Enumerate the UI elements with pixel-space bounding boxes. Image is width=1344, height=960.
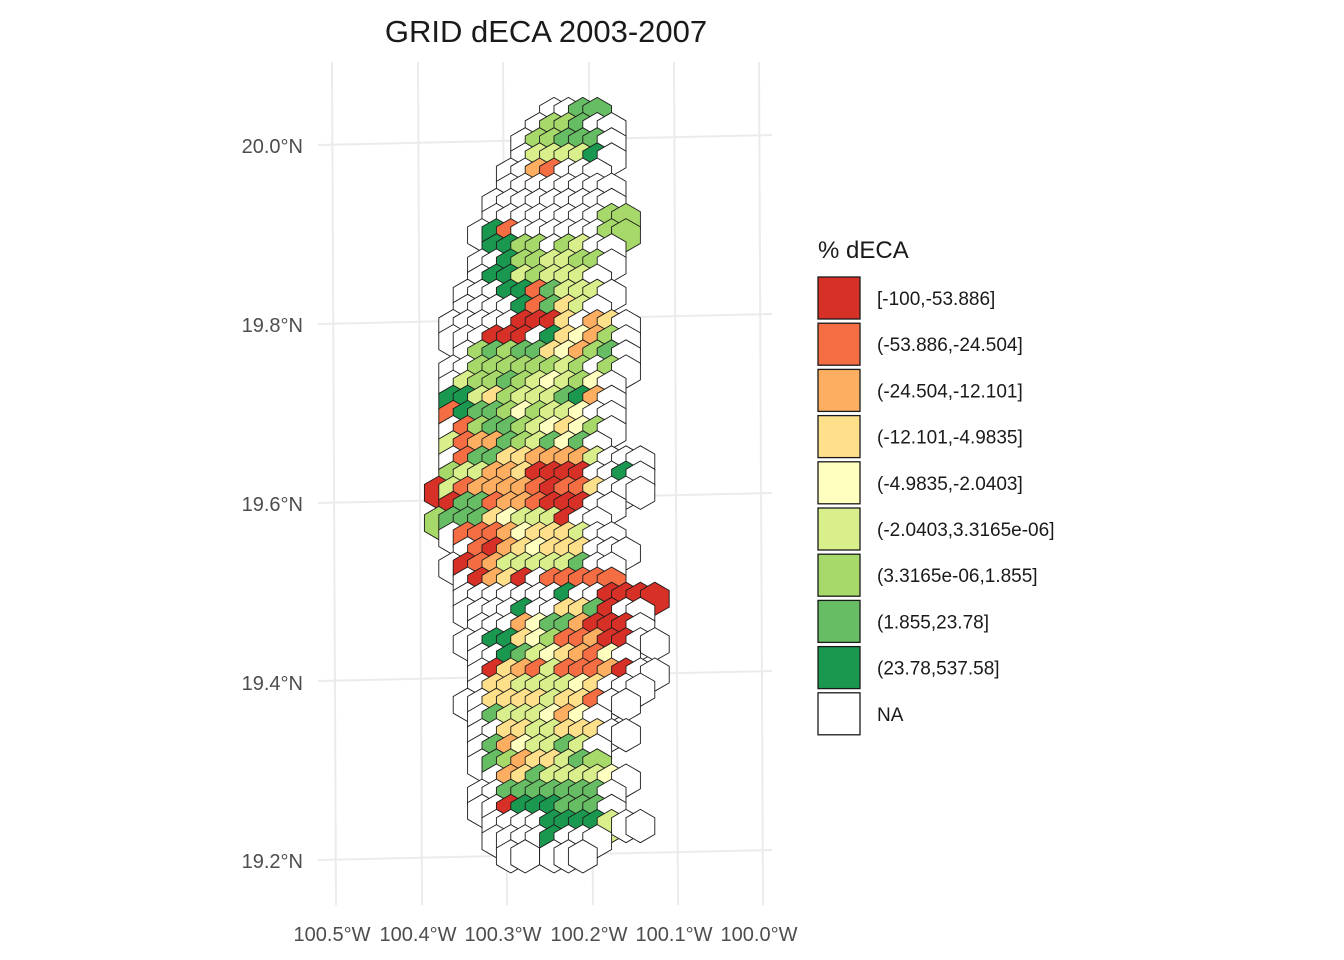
legend-label: (-24.504,-12.101] [877,381,1023,402]
x-tick-label-4: 100.1°W [636,924,713,946]
x-tick-label-3: 100.2°W [551,924,628,946]
legend-swatch [817,276,861,320]
x-tick-label-1: 100.4°W [380,924,457,946]
y-tick-label-2: 19.6°N [242,494,303,516]
legend-label: (23.78,537.58] [877,659,1000,680]
legend: % dECA [-100,-53.886] (-53.886,-24.504] (-… [817,237,1054,736]
legend-label: NA [877,705,904,726]
y-tick-label-1: 19.8°N [242,315,303,337]
x-tick-label-2: 100.3°W [465,924,542,946]
legend-swatch [817,507,861,551]
legend-swatch [817,645,861,690]
legend-label: (-12.101,-4.9835] [877,428,1023,449]
legend-title: % dECA [818,237,909,264]
meridian-line [758,61,764,906]
legend-swatch [817,692,861,736]
legend-swatch [817,368,861,413]
hex-cell [625,475,656,510]
x-tick-label-5: 100.0°W [721,924,798,946]
axes: GRID dECA 2003-2007 20.0°N 19.8°N 19.6°N… [242,14,798,946]
x-tick-label-0: 100.5°W [294,924,371,946]
hex-cell [611,717,641,753]
legend-label: (3.3165e-06,1.855] [877,566,1038,587]
legend-label: (-4.9835,-2.0403] [877,474,1023,495]
y-tick-label-4: 19.2°N [242,851,303,873]
y-tick-label-3: 19.4°N [242,673,303,695]
legend-swatch [817,322,861,366]
legend-label: (1.855,23.78] [877,612,989,633]
legend-label: [-100,-53.886] [877,289,995,310]
legend-label: (-53.886,-24.504] [877,335,1023,356]
meridian-line [331,61,337,906]
hex-cell [625,808,656,844]
legend-swatch [817,553,861,597]
hex-cell [567,839,598,874]
meridian-line [417,61,423,906]
legend-swatch [817,599,861,644]
legend-swatch [817,414,861,459]
y-tick-label-0: 20.0°N [242,136,303,158]
hex-grid [423,96,670,874]
chart-title: GRID dECA 2003-2007 [385,14,707,49]
legend-label: (-2.0403,3.3165e-06] [877,520,1054,541]
legend-swatch [817,461,861,505]
meridian-line [673,61,679,906]
